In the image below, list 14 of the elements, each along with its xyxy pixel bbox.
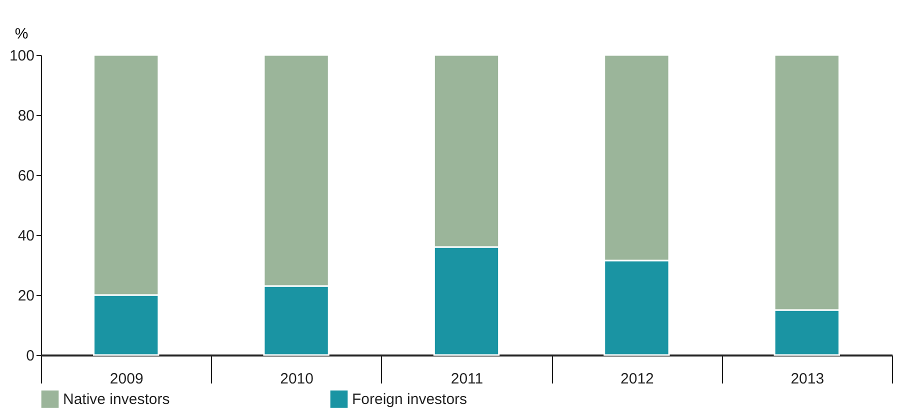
x-tick-label: 2009 — [110, 370, 144, 388]
y-axis-title: % — [14, 26, 28, 42]
y-tick-label: 60 — [18, 168, 34, 184]
legend-label: Native investors — [63, 391, 170, 408]
y-tick-label: 20 — [18, 288, 34, 304]
y-tick-label: 40 — [18, 228, 34, 244]
y-tick-label: 100 — [9, 48, 34, 64]
legend-label: Foreign investors — [352, 391, 468, 408]
x-tick-label: 2011 — [450, 370, 484, 388]
y-tick-label: 80 — [18, 108, 34, 124]
x-tick-label: 2012 — [620, 370, 654, 388]
x-tick-label: 2013 — [790, 370, 824, 388]
x-tick-label: 2010 — [280, 370, 314, 388]
y-tick-label: 0 — [26, 348, 34, 364]
